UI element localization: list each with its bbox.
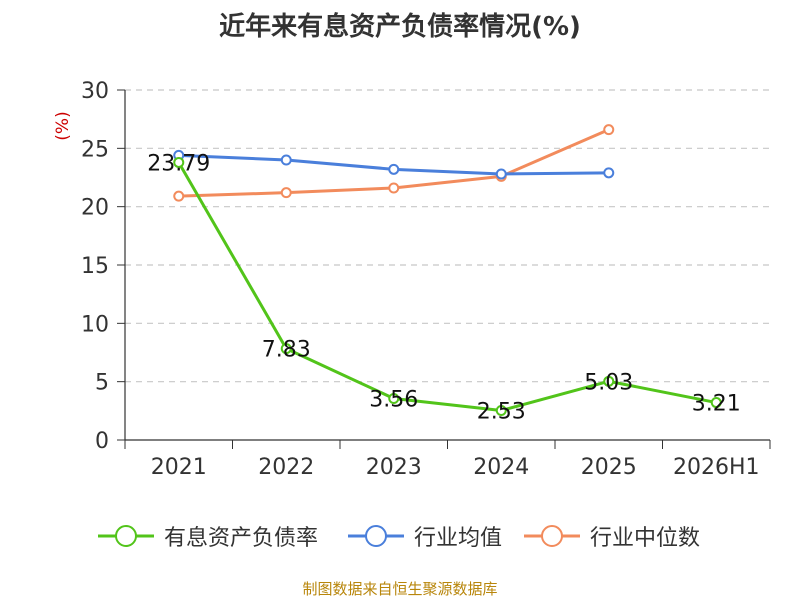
y-tick-label: 20 <box>81 196 109 221</box>
x-tick-label: 2021 <box>151 455 207 480</box>
data-point <box>173 190 185 202</box>
data-point <box>280 343 292 355</box>
data-point <box>388 163 400 175</box>
y-tick-label: 15 <box>81 254 109 279</box>
data-point <box>280 154 292 166</box>
legend-item-industry-median[interactable]: 行业中位数 <box>522 521 700 551</box>
legend-label-industry-median: 行业中位数 <box>590 526 701 551</box>
legend-marker-debt-ratio <box>98 525 154 547</box>
y-tick-label: 10 <box>81 312 109 337</box>
data-point <box>495 168 507 180</box>
data-label: 23.79 <box>147 151 210 176</box>
y-axis-label: (%) <box>53 111 73 140</box>
y-tick-label: 5 <box>95 371 109 396</box>
data-label: 3.56 <box>369 387 418 412</box>
legend-item-industry-mean[interactable]: 行业均值 <box>346 521 502 551</box>
y-tick-label: 30 <box>81 79 109 104</box>
legend-marker-industry-mean <box>348 525 404 547</box>
source-note: 制图数据来自恒生聚源数据库 <box>302 580 498 598</box>
data-point <box>388 182 400 194</box>
data-point <box>603 167 615 179</box>
legend-label-debt-ratio: 有息资产负债率 <box>164 526 319 551</box>
data-label: 2.53 <box>477 399 526 424</box>
legend-marker-industry-median <box>524 525 580 547</box>
x-tick-label: 2024 <box>473 455 529 480</box>
legend-item-debt-ratio[interactable]: 有息资产负债率 <box>96 521 318 551</box>
chart-title: 近年来有息资产负债率情况(%) <box>219 12 581 42</box>
data-point <box>603 124 615 136</box>
data-label: 3.21 <box>692 392 741 417</box>
data-point <box>280 187 292 199</box>
x-tick-label: 2026H1 <box>673 455 760 480</box>
grid-lines <box>125 89 770 383</box>
legend-label-industry-mean: 行业均值 <box>414 526 503 551</box>
data-point <box>710 397 722 409</box>
x-tick-label: 2022 <box>258 455 314 480</box>
data-label: 7.83 <box>262 338 311 363</box>
data-labels: 23.79 7.83 3.56 2.53 5.03 3.21 <box>147 151 740 424</box>
data-point <box>388 392 400 404</box>
series-lines <box>173 124 722 416</box>
data-label: 5.03 <box>584 370 633 395</box>
data-point <box>173 156 185 168</box>
data-point <box>495 404 507 416</box>
y-tick-label: 25 <box>81 137 109 162</box>
series-line <box>177 161 717 412</box>
data-point <box>603 375 615 387</box>
x-tick-label: 2023 <box>366 455 422 480</box>
x-tick-label: 2025 <box>581 455 637 480</box>
y-tick-label: 0 <box>95 429 109 454</box>
